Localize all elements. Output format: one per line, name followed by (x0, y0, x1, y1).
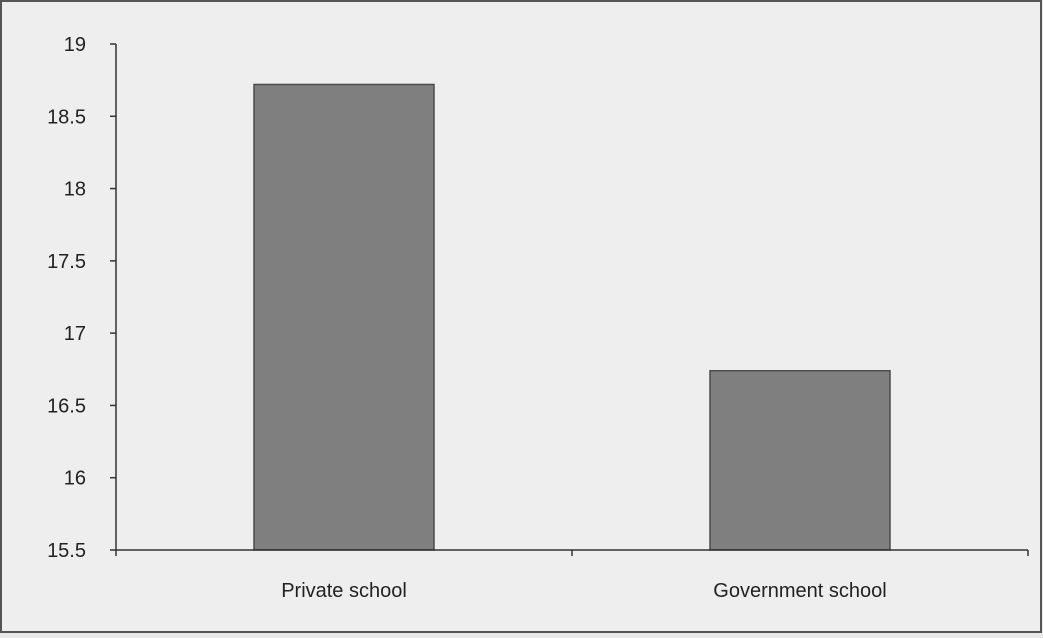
y-tick-label: 16.5 (47, 395, 86, 417)
bar-government-school (709, 369, 891, 551)
y-tick-label: 18 (64, 179, 86, 201)
y-tick-label: 17 (64, 323, 86, 345)
y-tick-label: 18.5 (47, 106, 86, 128)
bar-private-school (253, 83, 435, 551)
bars-layer (253, 83, 891, 551)
y-tick-label: 17.5 (47, 251, 86, 273)
x-category-labels: Private school Government school (281, 580, 887, 602)
y-tick-label: 19 (64, 34, 86, 56)
x-tick-label: Government school (713, 580, 886, 602)
x-tick-label: Private school (281, 580, 407, 602)
y-tick-labels: 15.5 16 16.5 17 17.5 18 18.5 19 (47, 34, 86, 562)
y-tick-label: 16 (64, 468, 86, 490)
y-tick-label: 15.5 (47, 540, 86, 562)
axes-layer (110, 43, 1029, 556)
